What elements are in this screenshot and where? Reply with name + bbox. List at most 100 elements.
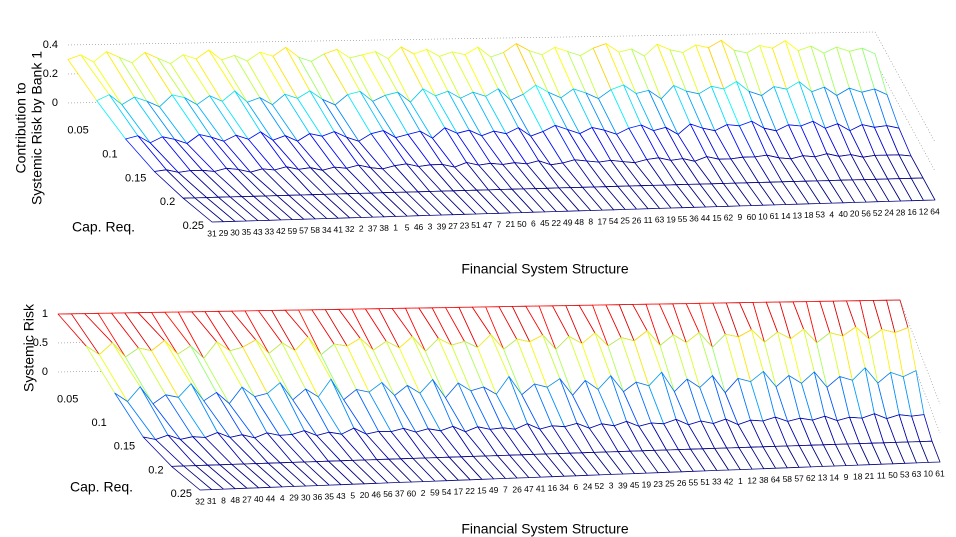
x-tick-label: 51 [700, 477, 710, 487]
x-tick-label: 22 [465, 486, 475, 496]
x-tick-label: 38 [759, 475, 769, 485]
x-tick-label: 16 [548, 483, 558, 493]
x-tick-label: 3 [428, 222, 433, 232]
x-tick-label: 54 [609, 216, 619, 226]
x-tick-label: 3 [609, 481, 614, 491]
y-tick-label: 0.2 [160, 196, 175, 208]
x-tick-label: 14 [781, 211, 791, 221]
x-tick-label: 46 [414, 222, 424, 232]
x-tick-label: 30 [230, 228, 240, 238]
x-tick-label: 24 [884, 208, 894, 218]
x-tick-label: 53 [900, 470, 910, 480]
x-tick-label: 49 [489, 485, 499, 495]
x-tick-label: 58 [783, 474, 793, 484]
x-tick-label: 16 [907, 207, 917, 217]
x-tick-label: 22 [552, 218, 562, 228]
x-tick-label: 21 [506, 219, 516, 229]
x-tick-label: 4 [280, 493, 285, 503]
x-tick-label: 45 [540, 218, 550, 228]
x-tick-label: 9 [844, 472, 849, 482]
z-tick-label: 0.4 [43, 39, 58, 51]
y-tick-label: 0.15 [114, 441, 135, 453]
x-tick-label: 56 [861, 208, 871, 218]
x-tick-label: 57 [299, 225, 309, 235]
x-tick-label: 33 [265, 227, 275, 237]
x-tick-label: 38 [379, 223, 389, 233]
x-tick-label: 59 [288, 226, 298, 236]
mesh-cell [910, 177, 936, 201]
x-tick-label: 25 [620, 216, 630, 226]
x-tick-label: 49 [563, 217, 573, 227]
x-tick-label: 7 [503, 485, 508, 495]
x-tick-label: 41 [334, 224, 344, 234]
x-tick-label: 31 [207, 496, 217, 506]
x-tick-label: 35 [242, 227, 252, 237]
x-tick-label: 23 [460, 221, 470, 231]
x-tick-label: 14 [830, 472, 840, 482]
x-tick-label: 29 [219, 228, 229, 238]
x-tick-label: 20 [850, 209, 860, 219]
y-tick-label: 0.05 [67, 125, 88, 137]
x-tick-label: 39 [618, 480, 628, 490]
x-tick-label: 52 [873, 208, 883, 218]
z-tick-label: 0 [42, 366, 48, 378]
x-tick-label: 6 [574, 482, 579, 492]
x-tick-label: 57 [794, 474, 804, 484]
x-tick-label: 59 [430, 487, 440, 497]
x-tick-label: 19 [666, 214, 676, 224]
x-tick-label: 8 [588, 217, 593, 227]
x-tick-label: 36 [313, 492, 323, 502]
z-tick-label: 0.5 [33, 337, 48, 349]
x-tick-label: 20 [360, 490, 370, 500]
x-tick-label: 26 [512, 484, 522, 494]
x-tick-label: 5 [350, 490, 355, 500]
x-tick-label: 21 [865, 471, 875, 481]
x-tick-label: 62 [724, 213, 734, 223]
x-tick-label: 47 [524, 484, 534, 494]
x-tick-label: 28 [896, 207, 906, 217]
x-tick-label: 55 [689, 478, 699, 488]
x-tick-label: 30 [301, 492, 311, 502]
x-tick-label: 26 [677, 478, 687, 488]
x-tick-label: 17 [597, 216, 607, 226]
x-tick-label: 63 [655, 215, 665, 225]
x-tick-label: 40 [254, 494, 264, 504]
x-tick-label: 48 [231, 495, 241, 505]
z-tick-label: 1 [42, 308, 48, 320]
x-tick-label: 50 [517, 219, 527, 229]
x-tick-label: 54 [442, 487, 452, 497]
x-tick-label: 43 [253, 227, 263, 237]
x-tick-label: 55 [678, 214, 688, 224]
x-tick-label: 10 [758, 211, 768, 221]
y-axis-label: Cap. Req. [70, 479, 133, 495]
grid-line [899, 299, 941, 405]
x-axis-label: Financial System Structure [461, 521, 628, 537]
x-tick-label: 34 [559, 482, 569, 492]
x-tick-label: 61 [935, 468, 945, 478]
y-axis-label: Cap. Req. [72, 219, 135, 235]
mesh-surface [57, 299, 941, 491]
x-tick-label: 60 [747, 212, 757, 222]
x-tick-label: 13 [793, 210, 803, 220]
x-tick-label: 37 [368, 223, 378, 233]
x-tick-label: 52 [595, 481, 605, 491]
x-tick-label: 44 [266, 494, 276, 504]
y-tick-label: 0.05 [57, 394, 78, 406]
x-tick-label: 7 [497, 220, 502, 230]
x-tick-label: 1 [393, 223, 398, 233]
x-tick-label: 39 [437, 221, 447, 231]
z-tick-label: 0.2 [43, 68, 58, 80]
y-tick-label: 0.1 [92, 417, 107, 429]
y-tick-label: 0.25 [171, 488, 192, 500]
y-tick-label: 0.25 [183, 220, 204, 232]
mesh-cell [919, 440, 941, 463]
x-tick-label: 15 [477, 486, 487, 496]
x-tick-label: 2 [421, 488, 426, 498]
x-tick-label: 32 [195, 496, 205, 506]
z-tick-label: 0 [52, 97, 58, 109]
x-tick-label: 36 [689, 214, 699, 224]
x-tick-label: 46 [371, 490, 381, 500]
x-tick-label: 29 [289, 493, 299, 503]
x-tick-label: 10 [924, 469, 934, 479]
